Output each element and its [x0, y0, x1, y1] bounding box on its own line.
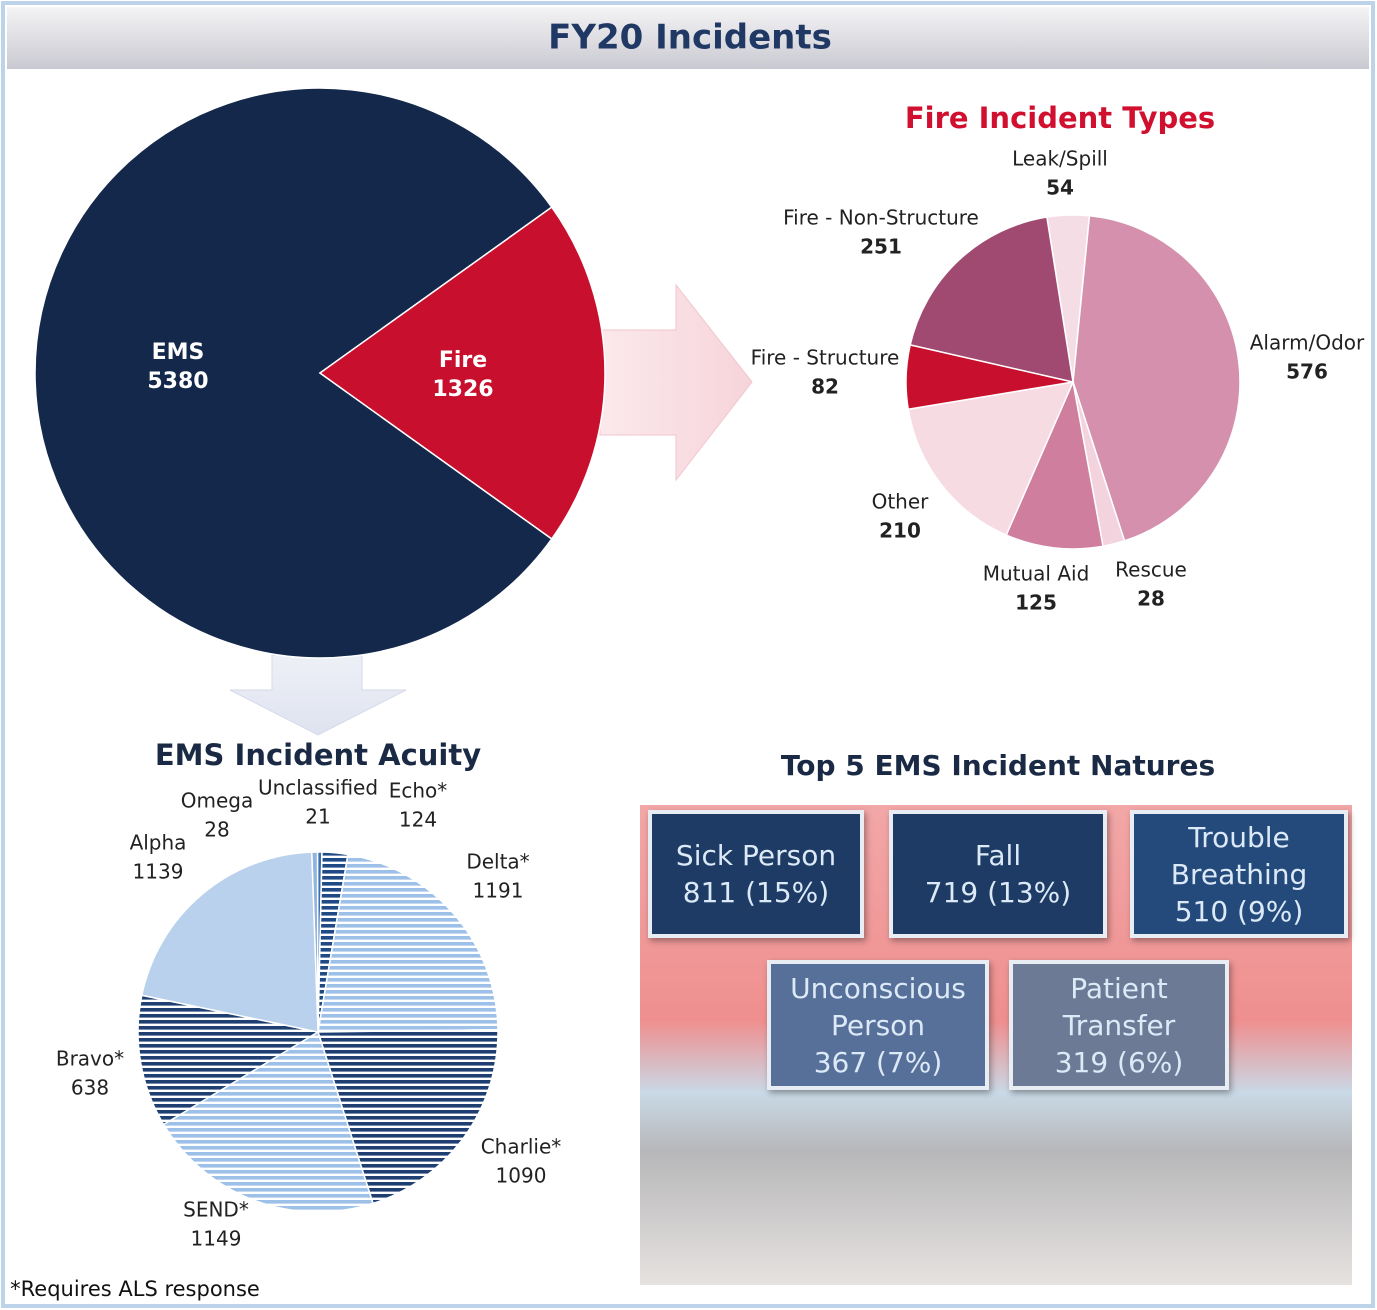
slice-value: 210: [879, 519, 921, 543]
slice-value: 1191: [473, 879, 524, 903]
pie-slice: [140, 851, 319, 1033]
slice-label: Fire - Non-Structure: [783, 206, 979, 230]
slice-value: 1149: [191, 1227, 242, 1251]
nature-tile: Patient Transfer 319 (6%): [1009, 960, 1229, 1090]
tile-name: Patient Transfer: [1062, 971, 1176, 1042]
slice-label: EMS: [152, 340, 205, 365]
slice-value: 251: [860, 235, 902, 259]
arrow-down: [229, 654, 407, 736]
tile-text: 367 (7%): [813, 1045, 943, 1079]
tile-text: Unconscious Person 367 (7%): [786, 970, 971, 1081]
slice-label: Fire - Structure: [751, 346, 900, 370]
slice-value: 82: [811, 375, 839, 399]
slice-label: Rescue: [1115, 558, 1187, 582]
slice-value: 1090: [496, 1164, 547, 1188]
banner: [7, 7, 1369, 69]
pie-slice: [1072, 214, 1241, 542]
slice-label: Delta*: [466, 850, 529, 874]
slice-label: Echo*: [389, 779, 448, 803]
tile-name: Trouble Breathing: [1170, 820, 1308, 891]
pie-slice: [907, 381, 1075, 537]
slice-value: 1139: [133, 860, 184, 884]
nature-tile: Unconscious Person 367 (7%): [767, 960, 989, 1090]
slice-label: Charlie*: [481, 1135, 562, 1159]
chart-title: Fire Incident Types: [905, 101, 1215, 135]
pie-slice: [162, 1030, 374, 1213]
slice-value: 125: [1015, 591, 1057, 615]
tile-name: Unconscious Person: [790, 971, 966, 1042]
footnote: *Requires ALS response: [10, 1277, 260, 1301]
pie-slice: [316, 1028, 499, 1205]
tile-text: 510 (9%): [1174, 894, 1304, 928]
pie-slice: [317, 853, 499, 1033]
pie-slice: [1005, 379, 1104, 550]
chart-title: EMS Incident Acuity: [155, 738, 481, 772]
slice-label: Alarm/Odor: [1250, 331, 1365, 355]
tile-text: Fall 719 (13%): [906, 837, 1091, 911]
arrow-right: [599, 283, 753, 482]
slice-value: 28: [204, 818, 229, 842]
slice-label: Unclassified: [258, 776, 378, 800]
slice-value: 1326: [432, 377, 493, 402]
nature-tile: Trouble Breathing 510 (9%): [1130, 810, 1348, 938]
nature-tile: Fall 719 (13%): [889, 810, 1107, 938]
slice-value: 5380: [147, 369, 208, 394]
slice-label: Bravo*: [56, 1047, 124, 1071]
pies: EMS 5380 Fire 1326 Leak/Spill 54 Alarm/Odor 576…: [34, 87, 1365, 1251]
slice-label: Omega: [181, 789, 253, 813]
page-title: FY20 Incidents: [548, 18, 832, 58]
pie-slice: [137, 994, 321, 1126]
pie-slice: [909, 216, 1074, 383]
slice-value: 576: [1286, 360, 1328, 384]
tile-text: Sick Person 811 (15%): [664, 837, 849, 911]
slice-value: 28: [1137, 587, 1165, 611]
tile-text: 811 (15%): [682, 876, 830, 909]
tile-name: Sick Person: [675, 839, 837, 872]
slice-label: Other: [872, 490, 930, 514]
slice-label: SEND*: [183, 1198, 249, 1222]
pie-slice: [318, 206, 606, 540]
slice-value: 124: [399, 808, 437, 832]
tile-text: Trouble Breathing 510 (9%): [1147, 819, 1332, 930]
slice-value: 54: [1046, 176, 1074, 200]
pie-slice: [34, 87, 553, 659]
tile-text: 719 (13%): [924, 876, 1072, 909]
nature-tile: Sick Person 811 (15%): [648, 810, 864, 938]
natures-title: Top 5 EMS Incident Natures: [781, 749, 1215, 782]
slice-label: Alpha: [130, 831, 187, 855]
tile-text: 319 (6%): [1054, 1045, 1184, 1079]
slice-label: Mutual Aid: [983, 562, 1090, 586]
slice-value: 638: [71, 1076, 109, 1100]
slice-label: Fire: [439, 348, 487, 373]
slice-value: 21: [305, 805, 330, 829]
tile-text: Patient Transfer 319 (6%): [1027, 970, 1212, 1081]
slice-label: Leak/Spill: [1012, 147, 1108, 171]
tile-name: Fall: [974, 839, 1022, 872]
